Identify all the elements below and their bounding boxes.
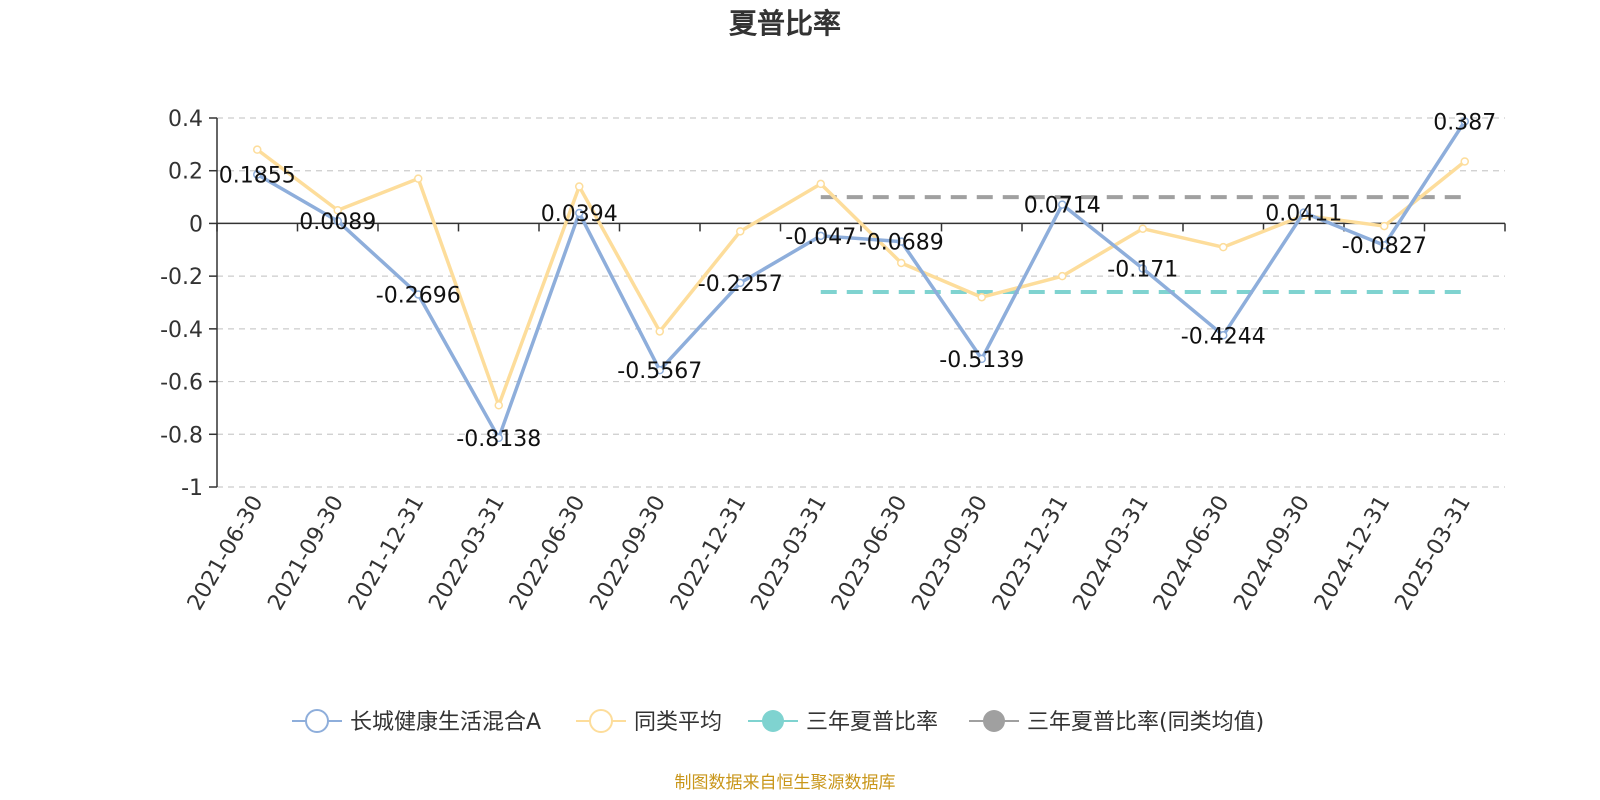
data-point <box>253 145 262 154</box>
data-label: 0.0714 <box>1024 194 1101 219</box>
y-tick-label: -0.8 <box>160 423 203 448</box>
data-point <box>897 237 906 246</box>
legend-marker <box>762 710 784 732</box>
data-point <box>1380 240 1389 250</box>
chart-title: 夏普比率 <box>729 7 841 40</box>
x-tick-label: 2024-12-31 <box>1310 492 1396 615</box>
data-point <box>897 258 906 268</box>
legend-item: 同类平均 <box>576 709 722 735</box>
reference-lines <box>820 195 1465 294</box>
data-point <box>575 182 584 191</box>
y-tick-label: 0.2 <box>168 160 203 185</box>
data-label: 0.0089 <box>299 210 376 235</box>
data-point <box>253 170 262 179</box>
data-point <box>414 290 423 299</box>
data-label: -0.2696 <box>376 283 461 308</box>
x-tick-label: 2021-09-30 <box>263 492 349 615</box>
legend-label: 长城健康生活混合A <box>350 710 541 735</box>
axes: 0.40.20-0.2-0.4-0.6-0.8-12021-06-302021-… <box>160 107 1506 615</box>
data-point <box>816 179 825 189</box>
x-tick-label: 2023-03-31 <box>746 492 832 615</box>
data-point <box>1219 331 1228 340</box>
legend-marker <box>983 710 1005 732</box>
x-tick-label: 2023-12-31 <box>988 492 1074 615</box>
x-tick-label: 2022-06-30 <box>505 492 591 615</box>
y-tick-label: 0 <box>189 212 203 237</box>
data-point <box>736 278 745 288</box>
data-label: 0.0394 <box>541 202 618 227</box>
source-note: 制图数据来自恒生聚源数据库 <box>675 773 896 793</box>
x-tick-label: 2021-06-30 <box>183 492 269 615</box>
data-point <box>1138 224 1147 233</box>
x-tick-label: 2021-12-31 <box>344 492 430 615</box>
series-line <box>256 120 1467 440</box>
data-point <box>1299 208 1308 217</box>
grid-lines <box>217 117 1505 488</box>
x-tick-label: 2023-06-30 <box>827 492 913 615</box>
data-label: -0.5139 <box>939 348 1024 373</box>
data-point <box>333 216 342 226</box>
data-point <box>1058 271 1067 281</box>
legend-item: 三年夏普比率(同类均值) <box>969 710 1264 735</box>
legend: 长城健康生活混合A 同类平均 三年夏普比率 三年夏普比率(同类均值) <box>292 709 1264 735</box>
data-point <box>736 227 745 236</box>
data-point <box>655 365 664 375</box>
data-point <box>1138 264 1147 273</box>
data-point <box>575 208 584 218</box>
data-point <box>816 231 825 241</box>
data-label: -0.4244 <box>1181 324 1266 349</box>
legend-item: 长城健康生活混合A <box>292 709 541 735</box>
series-lines <box>253 117 1469 443</box>
legend-label: 同类平均 <box>634 710 722 735</box>
data-point <box>494 433 503 443</box>
y-tick-label: -0.6 <box>160 371 203 396</box>
data-label: -0.0827 <box>1342 234 1427 259</box>
data-point <box>494 401 503 410</box>
data-point <box>1460 117 1469 126</box>
x-tick-label: 2024-03-31 <box>1068 492 1154 615</box>
data-point <box>1219 242 1228 252</box>
data-label: 0.0411 <box>1265 202 1342 227</box>
data-point <box>1058 200 1067 209</box>
data-label: 0.1855 <box>219 164 296 189</box>
x-tick-label: 2022-03-31 <box>424 492 510 615</box>
x-tick-label: 2025-03-31 <box>1390 492 1476 615</box>
y-tick-label: 0.4 <box>168 107 203 132</box>
data-label: -0.047 <box>785 225 856 250</box>
data-point <box>977 354 986 364</box>
legend-marker <box>589 709 613 733</box>
data-point <box>655 327 664 336</box>
y-tick-label: -0.2 <box>160 265 203 290</box>
x-tick-label: 2023-09-30 <box>907 492 993 615</box>
x-tick-label: 2022-12-31 <box>666 492 752 615</box>
data-label: -0.8138 <box>456 427 541 452</box>
data-label: -0.0689 <box>859 231 944 256</box>
y-tick-label: -0.4 <box>160 318 203 343</box>
data-label: -0.5567 <box>617 359 702 384</box>
data-label: -0.171 <box>1107 257 1178 282</box>
legend-marker <box>305 709 329 733</box>
data-point <box>333 206 342 215</box>
data-point <box>414 174 423 183</box>
y-tick-label: -1 <box>181 476 203 501</box>
data-label: -0.2257 <box>698 272 783 297</box>
data-label: 0.387 <box>1433 110 1496 135</box>
data-point <box>977 292 986 302</box>
data-point <box>1460 157 1469 166</box>
legend-label: 三年夏普比率 <box>806 710 938 735</box>
x-tick-label: 2024-09-30 <box>1229 492 1315 615</box>
data-point <box>1380 221 1389 231</box>
x-tick-label: 2024-06-30 <box>1149 492 1235 615</box>
series-line <box>256 148 1466 408</box>
legend-label: 三年夏普比率(同类均值) <box>1027 710 1264 735</box>
x-tick-label: 2022-09-30 <box>585 492 671 615</box>
legend-item: 三年夏普比率 <box>748 710 938 735</box>
